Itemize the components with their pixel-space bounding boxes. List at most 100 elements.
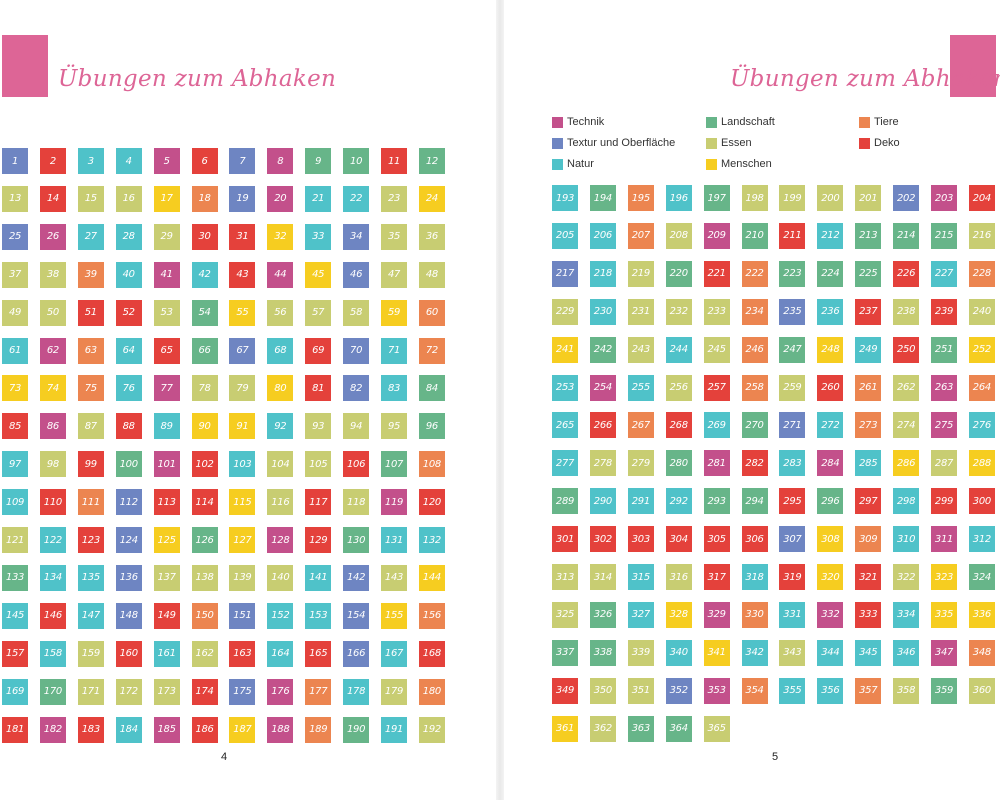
exercise-checkbox[interactable]: 273: [855, 412, 882, 439]
exercise-checkbox[interactable]: 219: [627, 260, 654, 287]
exercise-checkbox[interactable]: 136: [115, 564, 142, 591]
exercise-checkbox[interactable]: 217: [552, 260, 578, 287]
exercise-checkbox[interactable]: 357: [855, 677, 882, 704]
exercise-checkbox[interactable]: 74: [39, 375, 66, 402]
exercise-checkbox[interactable]: 257: [703, 374, 730, 401]
exercise-checkbox[interactable]: 148: [115, 602, 142, 629]
exercise-checkbox[interactable]: 222: [741, 260, 768, 287]
exercise-checkbox[interactable]: 111: [77, 489, 104, 516]
exercise-checkbox[interactable]: 120: [418, 489, 445, 516]
exercise-checkbox[interactable]: 36: [418, 223, 445, 250]
exercise-checkbox[interactable]: 288: [968, 450, 995, 477]
exercise-checkbox[interactable]: 103: [229, 451, 256, 478]
exercise-checkbox[interactable]: 253: [552, 374, 578, 401]
exercise-checkbox[interactable]: 167: [381, 640, 407, 667]
exercise-checkbox[interactable]: 307: [779, 526, 806, 553]
exercise-checkbox[interactable]: 119: [381, 489, 407, 516]
exercise-checkbox[interactable]: 359: [931, 677, 957, 704]
exercise-checkbox[interactable]: 161: [153, 640, 180, 667]
exercise-checkbox[interactable]: 360: [968, 677, 995, 704]
exercise-checkbox[interactable]: 157: [2, 640, 28, 667]
exercise-checkbox[interactable]: 78: [191, 375, 218, 402]
exercise-checkbox[interactable]: 151: [229, 602, 256, 629]
exercise-checkbox[interactable]: 97: [2, 451, 28, 478]
exercise-checkbox[interactable]: 94: [343, 413, 370, 440]
exercise-checkbox[interactable]: 182: [39, 716, 66, 743]
exercise-checkbox[interactable]: 145: [2, 602, 28, 629]
exercise-checkbox[interactable]: 154: [343, 602, 370, 629]
exercise-checkbox[interactable]: 234: [741, 298, 768, 325]
exercise-checkbox[interactable]: 211: [779, 222, 806, 249]
exercise-checkbox[interactable]: 241: [552, 336, 578, 363]
exercise-checkbox[interactable]: 344: [817, 639, 844, 666]
exercise-checkbox[interactable]: 215: [931, 222, 957, 249]
exercise-checkbox[interactable]: 79: [229, 375, 256, 402]
exercise-checkbox[interactable]: 85: [2, 413, 28, 440]
exercise-checkbox[interactable]: 223: [779, 260, 806, 287]
exercise-checkbox[interactable]: 175: [229, 678, 256, 705]
exercise-checkbox[interactable]: 112: [115, 489, 142, 516]
exercise-checkbox[interactable]: 321: [855, 564, 882, 590]
exercise-checkbox[interactable]: 189: [305, 716, 332, 743]
exercise-checkbox[interactable]: 93: [305, 413, 332, 440]
exercise-checkbox[interactable]: 205: [552, 222, 578, 249]
exercise-checkbox[interactable]: 24: [418, 185, 445, 212]
exercise-checkbox[interactable]: 92: [267, 413, 294, 440]
exercise-checkbox[interactable]: 228: [968, 260, 995, 287]
exercise-checkbox[interactable]: 230: [589, 298, 616, 325]
exercise-checkbox[interactable]: 18: [191, 185, 218, 212]
exercise-checkbox[interactable]: 71: [381, 337, 407, 364]
exercise-checkbox[interactable]: 11: [381, 148, 407, 174]
exercise-checkbox[interactable]: 259: [779, 374, 806, 401]
exercise-checkbox[interactable]: 244: [665, 336, 692, 363]
exercise-checkbox[interactable]: 40: [115, 261, 142, 288]
exercise-checkbox[interactable]: 280: [665, 450, 692, 477]
exercise-checkbox[interactable]: 90: [191, 413, 218, 440]
exercise-checkbox[interactable]: 144: [418, 564, 445, 591]
exercise-checkbox[interactable]: 274: [893, 412, 920, 439]
exercise-checkbox[interactable]: 206: [589, 222, 616, 249]
exercise-checkbox[interactable]: 52: [115, 299, 142, 326]
exercise-checkbox[interactable]: 346: [893, 639, 920, 666]
exercise-checkbox[interactable]: 41: [153, 261, 180, 288]
exercise-checkbox[interactable]: 84: [418, 375, 445, 402]
exercise-checkbox[interactable]: 141: [305, 564, 332, 591]
exercise-checkbox[interactable]: 332: [817, 601, 844, 628]
exercise-checkbox[interactable]: 27: [77, 223, 104, 250]
exercise-checkbox[interactable]: 237: [855, 298, 882, 325]
exercise-checkbox[interactable]: 308: [817, 526, 844, 553]
exercise-checkbox[interactable]: 100: [115, 451, 142, 478]
exercise-checkbox[interactable]: 147: [77, 602, 104, 629]
exercise-checkbox[interactable]: 149: [153, 602, 180, 629]
exercise-checkbox[interactable]: 88: [115, 413, 142, 440]
exercise-checkbox[interactable]: 140: [267, 564, 294, 591]
exercise-checkbox[interactable]: 178: [343, 678, 370, 705]
exercise-checkbox[interactable]: 39: [77, 261, 104, 288]
exercise-checkbox[interactable]: 116: [267, 489, 294, 516]
exercise-checkbox[interactable]: 365: [703, 715, 730, 742]
exercise-checkbox[interactable]: 289: [552, 488, 578, 515]
exercise-checkbox[interactable]: 58: [343, 299, 370, 326]
exercise-checkbox[interactable]: 210: [741, 222, 768, 249]
exercise-checkbox[interactable]: 322: [893, 564, 920, 590]
exercise-checkbox[interactable]: 309: [855, 526, 882, 553]
exercise-checkbox[interactable]: 283: [779, 450, 806, 477]
exercise-checkbox[interactable]: 66: [191, 337, 218, 364]
exercise-checkbox[interactable]: 83: [381, 375, 407, 402]
exercise-checkbox[interactable]: 271: [779, 412, 806, 439]
exercise-checkbox[interactable]: 192: [418, 716, 445, 743]
exercise-checkbox[interactable]: 194: [589, 185, 616, 211]
exercise-checkbox[interactable]: 324: [968, 564, 995, 590]
exercise-checkbox[interactable]: 333: [855, 601, 882, 628]
exercise-checkbox[interactable]: 60: [418, 299, 445, 326]
exercise-checkbox[interactable]: 122: [39, 527, 66, 553]
exercise-checkbox[interactable]: 56: [267, 299, 294, 326]
exercise-checkbox[interactable]: 44: [267, 261, 294, 288]
exercise-checkbox[interactable]: 142: [343, 564, 370, 591]
exercise-checkbox[interactable]: 38: [39, 261, 66, 288]
exercise-checkbox[interactable]: 270: [741, 412, 768, 439]
exercise-checkbox[interactable]: 256: [665, 374, 692, 401]
exercise-checkbox[interactable]: 48: [418, 261, 445, 288]
exercise-checkbox[interactable]: 20: [267, 185, 294, 212]
exercise-checkbox[interactable]: 129: [305, 527, 332, 553]
